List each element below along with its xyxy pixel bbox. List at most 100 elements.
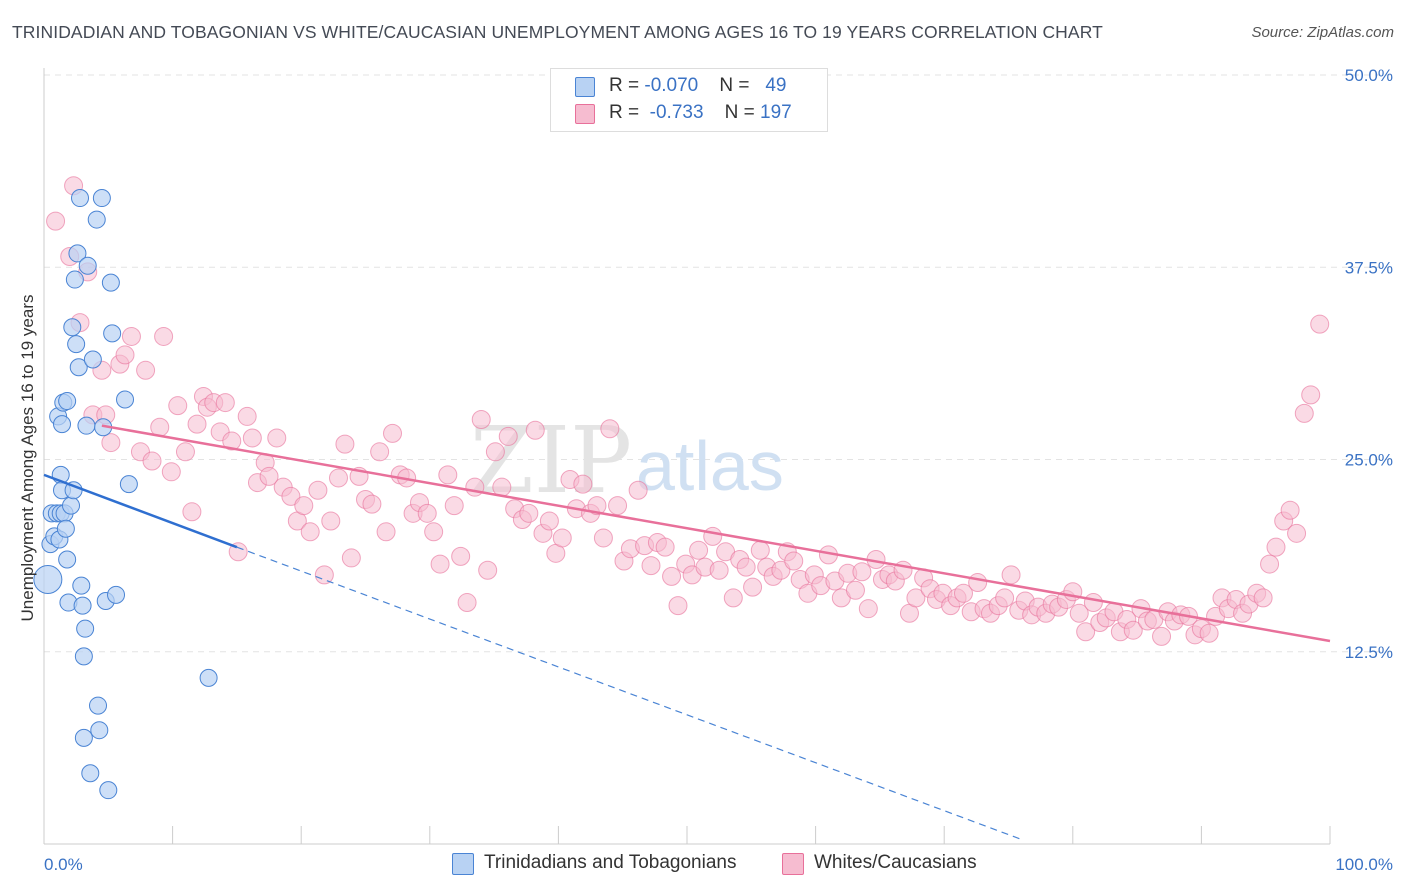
data-point-trinidadian xyxy=(56,519,75,538)
data-point-trinidadian xyxy=(58,550,77,569)
data-point-white xyxy=(743,577,763,597)
legend-pink-r-value: -0.733 xyxy=(649,102,704,123)
x-tick-label: 100.0% xyxy=(1335,855,1393,874)
data-point-white xyxy=(593,528,613,548)
data-point-white xyxy=(662,566,682,586)
data-point-white xyxy=(723,588,743,608)
data-point-trinidadian xyxy=(77,416,96,435)
data-point-white xyxy=(1310,314,1330,334)
trend-line-whites xyxy=(101,424,1331,643)
data-point-white xyxy=(750,540,770,560)
data-point-white xyxy=(485,442,505,462)
legend-blue-r-label: R = xyxy=(609,75,645,96)
data-point-white xyxy=(736,557,756,577)
data-point-white xyxy=(242,428,262,448)
data-point-trinidadian xyxy=(119,475,138,494)
data-point-white xyxy=(858,599,878,619)
data-point-white xyxy=(465,477,485,497)
data-point-white xyxy=(471,410,491,430)
tick-labels: 12.5% 25.0% 37.5% 50.0% 0.0% 100.0% xyxy=(44,66,1393,874)
x-tick-label: 0.0% xyxy=(44,855,83,874)
data-point-trinidadian xyxy=(72,576,91,595)
data-point-white xyxy=(321,511,341,531)
data-point-white xyxy=(161,462,181,482)
legend-pink-r-label: R = xyxy=(609,102,645,123)
bottom-legend-label-pink: Whites/Caucasians xyxy=(814,852,977,873)
data-point-white xyxy=(1301,385,1321,405)
legend-blue-n-value: 49 xyxy=(765,75,787,96)
data-point-trinidadian xyxy=(76,619,95,638)
series-trinidadians-tobagonians xyxy=(33,189,218,800)
data-point-white xyxy=(294,496,314,516)
data-point-white xyxy=(1076,622,1096,642)
data-point-white xyxy=(237,406,257,426)
data-point-trinidadian xyxy=(87,210,106,229)
data-point-white xyxy=(259,466,279,486)
data-point-white xyxy=(852,562,872,582)
data-point-white xyxy=(1069,603,1089,623)
data-point-white xyxy=(608,496,628,516)
data-point-white xyxy=(703,526,723,546)
data-point-white xyxy=(154,326,174,346)
data-point-white xyxy=(498,426,518,446)
data-point-white xyxy=(655,537,675,557)
data-point-trinidadian xyxy=(73,596,92,615)
data-point-white xyxy=(689,540,709,560)
data-point-white xyxy=(417,503,437,523)
data-point-white xyxy=(281,486,301,506)
series-whites-caucasians xyxy=(46,176,1330,646)
stats-legend: R = -0.070 N = 49 R = -0.733 N = 197 xyxy=(550,68,828,132)
data-point-white xyxy=(383,423,403,443)
data-point-trinidadian xyxy=(199,668,218,687)
data-point-trinidadian xyxy=(67,335,86,354)
data-point-white xyxy=(362,494,382,514)
data-point-white xyxy=(1199,623,1219,643)
data-point-white xyxy=(845,580,865,600)
data-point-white xyxy=(267,428,287,448)
data-point-white xyxy=(784,551,804,571)
legend-pink-n-label: N = xyxy=(724,102,761,123)
data-point-white xyxy=(341,548,361,568)
data-point-white xyxy=(438,465,458,485)
data-point-white xyxy=(1260,554,1280,574)
data-point-trinidadian xyxy=(65,270,84,289)
data-point-white xyxy=(215,393,235,413)
data-point-white xyxy=(142,451,162,471)
data-point-white xyxy=(539,511,559,531)
data-point-white xyxy=(168,396,188,416)
data-point-trinidadian xyxy=(81,764,100,783)
data-point-trinidadian xyxy=(69,358,88,377)
data-point-white xyxy=(668,596,688,616)
data-point-white xyxy=(430,554,450,574)
data-point-white xyxy=(1001,565,1021,585)
data-point-white xyxy=(457,593,477,613)
data-point-white xyxy=(46,211,66,231)
data-point-white xyxy=(370,442,390,462)
axes xyxy=(43,68,1331,845)
data-point-white xyxy=(552,528,572,548)
bottom-legend-swatch-pink xyxy=(782,853,804,875)
data-point-white xyxy=(376,522,396,542)
trend-lines xyxy=(43,424,1331,840)
data-point-white xyxy=(451,546,471,566)
data-point-white xyxy=(136,360,156,380)
data-point-trinidadian xyxy=(63,318,82,337)
data-point-trinidadian xyxy=(83,350,102,369)
data-point-white xyxy=(115,345,135,365)
data-point-white xyxy=(995,588,1015,608)
data-point-white xyxy=(335,434,355,454)
data-point-trinidadian xyxy=(62,496,81,515)
y-tick-label: 50.0% xyxy=(1345,66,1393,85)
data-point-white xyxy=(628,480,648,500)
legend-blue-n-label: N = xyxy=(719,75,755,96)
data-point-white xyxy=(1123,620,1143,640)
data-point-white xyxy=(444,496,464,516)
data-point-white xyxy=(314,565,334,585)
data-point-trinidadian xyxy=(74,647,93,666)
data-point-trinidadian xyxy=(89,696,108,715)
data-point-white xyxy=(182,502,202,522)
source-note: Source: ZipAtlas.com xyxy=(1251,24,1394,41)
y-tick-label: 12.5% xyxy=(1345,643,1393,662)
y-tick-label: 25.0% xyxy=(1345,451,1393,470)
data-point-white xyxy=(968,573,988,593)
